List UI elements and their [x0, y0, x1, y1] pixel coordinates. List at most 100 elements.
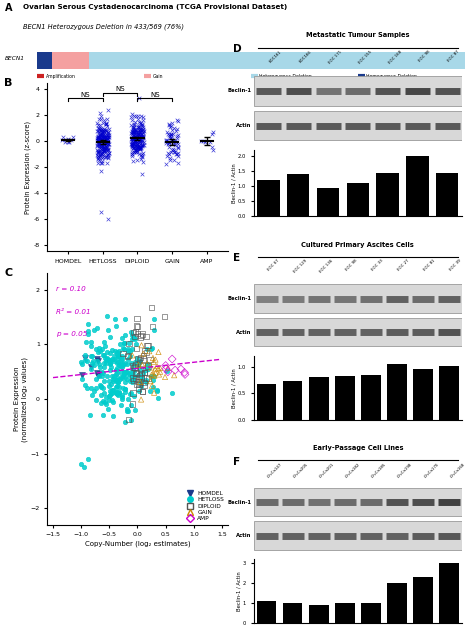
Point [138, 130, 146, 141]
Point [136, 137, 143, 147]
Point [147, 376, 155, 386]
Point [199, 135, 207, 146]
Point [125, 339, 133, 349]
Point [118, 394, 126, 404]
Point [128, 350, 136, 361]
Point [141, 345, 148, 356]
Point [107, 388, 115, 398]
Point [118, 361, 125, 371]
Point [166, 131, 173, 141]
Point [128, 377, 136, 387]
Point [132, 369, 139, 379]
Point [94, 153, 101, 163]
Point [103, 145, 110, 155]
Text: iOvCa198: iOvCa198 [397, 462, 413, 478]
Point [128, 125, 136, 135]
Point [147, 343, 155, 354]
Text: C: C [4, 268, 12, 279]
Point [129, 123, 137, 133]
Text: EOC161: EOC161 [268, 50, 283, 64]
Point [97, 149, 105, 159]
Point [84, 319, 92, 329]
Point [78, 370, 86, 380]
Point [89, 356, 97, 366]
Point [130, 127, 137, 137]
Point [97, 130, 104, 141]
Point [103, 135, 110, 145]
Point [100, 139, 108, 149]
Point [130, 126, 138, 136]
Point [101, 132, 109, 142]
Point [168, 388, 176, 398]
Point [114, 390, 121, 400]
Point [132, 327, 139, 337]
Point [96, 130, 103, 140]
Point [130, 132, 137, 142]
Point [131, 132, 138, 142]
Point [99, 147, 106, 157]
Bar [89, 52, 465, 69]
Text: Cultured Primary Ascites Cells: Cultured Primary Ascites Cells [301, 242, 414, 247]
Point [164, 139, 172, 149]
Point [131, 127, 138, 137]
Point [100, 132, 108, 142]
Point [130, 130, 138, 140]
Point [143, 373, 151, 383]
Point [114, 377, 122, 387]
Point [129, 127, 137, 137]
Point [132, 147, 140, 157]
Point [128, 139, 136, 149]
Text: Beclin-1: Beclin-1 [228, 296, 252, 301]
Point [144, 364, 152, 374]
Point [209, 145, 216, 155]
Point [145, 373, 152, 384]
Point [97, 126, 105, 136]
Point [130, 376, 137, 386]
Point [98, 149, 106, 159]
Point [110, 371, 118, 381]
Point [132, 138, 140, 148]
Point [128, 330, 136, 340]
Point [131, 332, 138, 342]
Point [138, 151, 146, 162]
Point [104, 130, 111, 141]
Legend: HOMDEL, HETLOSS, DIPLOID, GAIN, AMP: HOMDEL, HETLOSS, DIPLOID, GAIN, AMP [184, 490, 225, 522]
Point [168, 125, 176, 135]
Point [115, 382, 123, 392]
Point [130, 328, 137, 338]
Point [137, 142, 144, 153]
Point [93, 323, 101, 333]
Point [129, 142, 137, 153]
Point [103, 142, 111, 152]
Point [87, 336, 94, 347]
Point [131, 391, 138, 401]
Point [97, 125, 105, 135]
Point [165, 142, 173, 152]
Point [174, 148, 182, 158]
Point [102, 392, 110, 402]
Point [105, 127, 112, 137]
Point [129, 365, 137, 375]
Point [129, 388, 137, 398]
Point [135, 144, 143, 154]
Point [135, 360, 142, 370]
Point [128, 388, 135, 398]
Point [135, 133, 143, 143]
Point [125, 344, 132, 354]
Point [100, 387, 107, 398]
Point [100, 377, 108, 387]
Point [113, 381, 120, 391]
Text: EOC 136: EOC 136 [319, 258, 334, 273]
Point [129, 332, 137, 342]
Point [132, 357, 139, 367]
Point [164, 363, 172, 373]
Point [87, 410, 94, 420]
Point [99, 371, 106, 381]
Point [98, 141, 106, 151]
Point [100, 145, 108, 155]
Point [144, 361, 152, 371]
Point [95, 114, 103, 125]
Point [153, 385, 160, 395]
Point [172, 127, 180, 137]
Point [94, 137, 102, 147]
